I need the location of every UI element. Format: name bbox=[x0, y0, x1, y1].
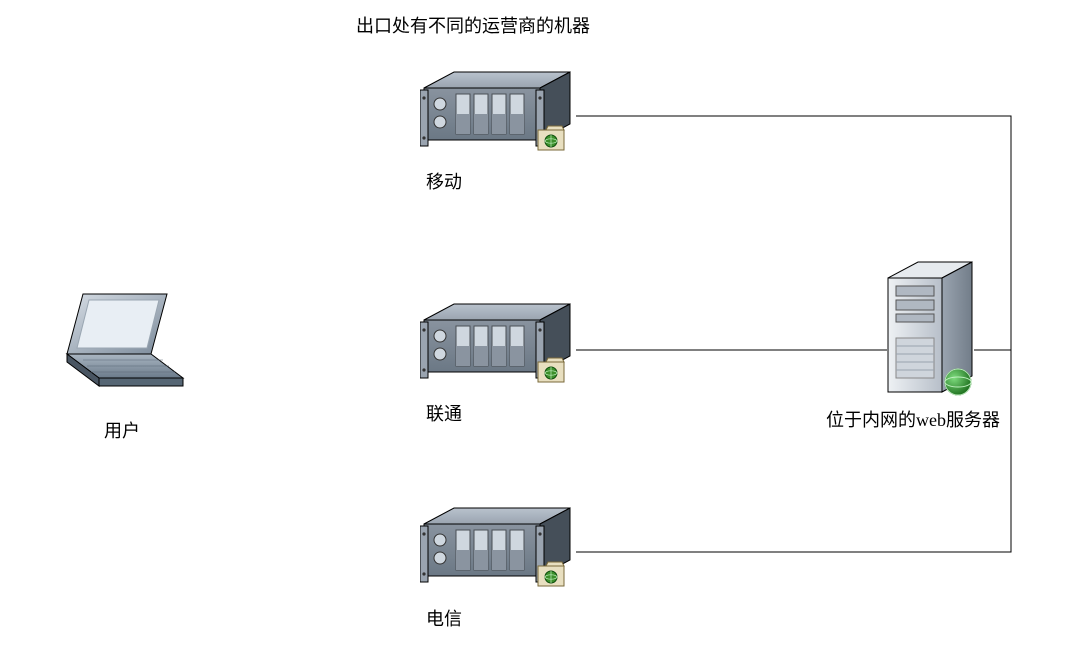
diagram-title: 出口处有不同的运营商的机器 bbox=[356, 12, 590, 38]
client-laptop bbox=[55, 290, 186, 395]
tower-server-icon bbox=[886, 260, 976, 400]
diagram-canvas: 出口处有不同的运营商的机器 用 bbox=[0, 0, 1089, 669]
rack-server-icon bbox=[420, 68, 576, 163]
web-server-label: 位于内网的web服务器 bbox=[826, 406, 1000, 432]
isp-telecom-label: 电信 bbox=[426, 605, 462, 631]
web-server-tower bbox=[886, 260, 976, 400]
rack-server-icon bbox=[420, 504, 576, 599]
isp-mobile-label: 移动 bbox=[426, 168, 462, 194]
isp-unicom-server bbox=[420, 300, 576, 395]
isp-unicom-label: 联通 bbox=[426, 400, 462, 426]
rack-server-icon bbox=[420, 300, 576, 395]
isp-mobile-server bbox=[420, 68, 576, 163]
laptop-icon bbox=[55, 290, 186, 395]
client-label: 用户 bbox=[104, 417, 140, 443]
isp-telecom-server bbox=[420, 504, 576, 599]
